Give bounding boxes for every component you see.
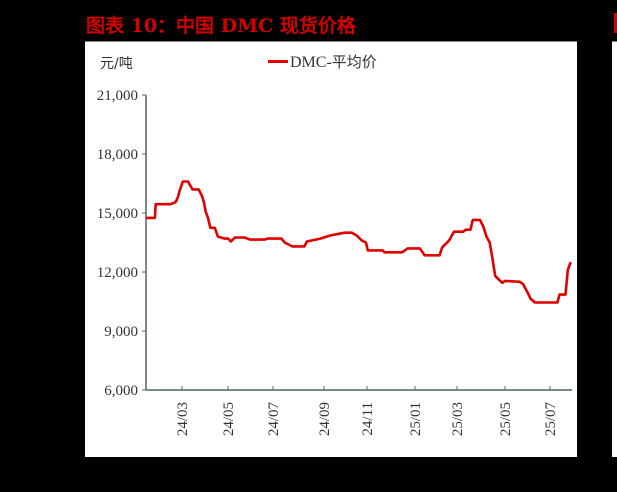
x-tick-label: 24/09 [317,402,333,436]
y-tick-label: 9,000 [104,324,138,340]
y-tick-label: 15,000 [97,206,138,222]
legend-label-cn: 平均价 [331,53,377,71]
y-tick-label: 12,000 [97,265,138,281]
y-axis-unit-label: 元/吨 [100,56,133,72]
x-tick-label: 24/07 [266,402,282,437]
legend-label: DMC-平均价 [290,51,377,72]
x-tick-label: 25/05 [498,402,514,436]
adjacent-panel [612,41,617,457]
x-tick-label: 24/03 [175,402,191,436]
chart-panel [85,41,577,457]
legend-swatch-line-icon [268,60,288,63]
y-tick-label: 6,000 [104,383,138,399]
x-tick-label: 25/03 [450,402,466,436]
legend-label-latin: DMC- [290,54,332,71]
legend: DMC-平均价 [268,51,377,72]
series-line-dmc-average-price [145,180,572,304]
adjacent-panel-title-fragment [614,13,617,33]
x-tick-label: 24/05 [221,402,237,436]
y-tick-label: 21,000 [97,88,138,104]
chart-title: 图表 10：中国 DMC 现货价格 [86,15,356,37]
x-tick-label: 24/11 [360,402,376,436]
y-tick-label: 18,000 [97,147,138,163]
x-tick-label: 25/07 [543,402,559,437]
x-tick-label: 25/01 [408,402,424,436]
